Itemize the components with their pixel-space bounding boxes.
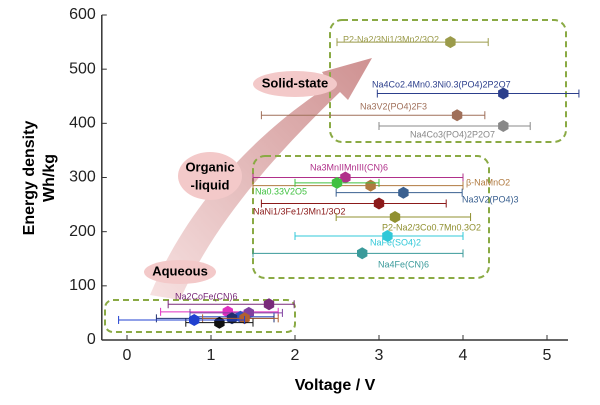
aqueous-badge — [144, 260, 216, 284]
point — [445, 36, 456, 49]
point — [373, 197, 385, 210]
point-label: Na3V2(PO4)2F3 — [360, 101, 427, 111]
annotation: Organic — [185, 159, 234, 174]
point-label: P2-Na2/3Co0.7Mn0.3O2 — [382, 222, 481, 232]
point — [340, 171, 351, 184]
x-tick-label: 1 — [207, 347, 216, 364]
point — [498, 120, 509, 132]
x-tick-label: 5 — [543, 347, 552, 364]
point — [357, 247, 368, 260]
x-tick-label: 3 — [375, 347, 384, 364]
y-axis-label: Wh/kg — [41, 154, 58, 202]
point-label: Na3V2(PO4)3 — [462, 194, 519, 204]
y-axis-label: Energy density — [21, 121, 38, 236]
point-label: Na4Co3(PO4)2P2O7 — [410, 129, 495, 139]
y-tick-label: 500 — [69, 60, 96, 77]
x-tick-label: 0 — [123, 347, 132, 364]
point — [263, 298, 275, 311]
point-label: Na0.33V2O5 — [255, 186, 307, 196]
point-label: β-NaMnO2 — [466, 177, 510, 187]
point — [382, 230, 393, 242]
point — [498, 87, 509, 100]
point-label: Na3MnIIMnIII(CN)6 — [310, 162, 388, 172]
point-label: P2-Na2/3Ni1/3Mn2/3O2 — [343, 34, 439, 44]
trend-arrow — [150, 58, 372, 300]
point — [389, 211, 401, 223]
point — [365, 179, 376, 192]
annotation: -liquid — [191, 177, 230, 192]
point — [398, 186, 409, 199]
organic-box — [252, 155, 490, 279]
y-tick-label: 300 — [69, 169, 96, 186]
point-label: NaFe(SO4)2 — [370, 237, 421, 247]
annotation: Aqueous — [152, 263, 208, 278]
point — [331, 176, 343, 189]
point-label: Na4Fe(CN)6 — [378, 259, 429, 269]
solid-state-badge — [253, 71, 337, 97]
annotation: Solid-state — [262, 75, 328, 90]
organic-badge — [178, 152, 242, 200]
point — [451, 109, 463, 122]
solid-state-box — [329, 19, 567, 143]
point-label: NaNi1/3Fe1/3Mn1/3O2 — [253, 206, 346, 216]
y-tick-label: 100 — [69, 277, 96, 294]
point-label: Na4Co2.4Mn0.3Ni0.3(PO4)2P2O7 — [372, 79, 511, 89]
y-tick-label: 600 — [69, 6, 96, 23]
y-tick-label: 400 — [69, 115, 96, 132]
y-tick-label: 200 — [69, 223, 96, 240]
x-tick-label: 2 — [291, 347, 300, 364]
point — [189, 314, 200, 326]
aqueous-box — [104, 299, 296, 333]
y-tick-label: 0 — [87, 331, 96, 348]
point-label: Na2CoFe(CN)6 — [175, 291, 238, 301]
x-axis-label: Voltage / V — [295, 377, 376, 394]
x-tick-label: 4 — [459, 347, 468, 364]
